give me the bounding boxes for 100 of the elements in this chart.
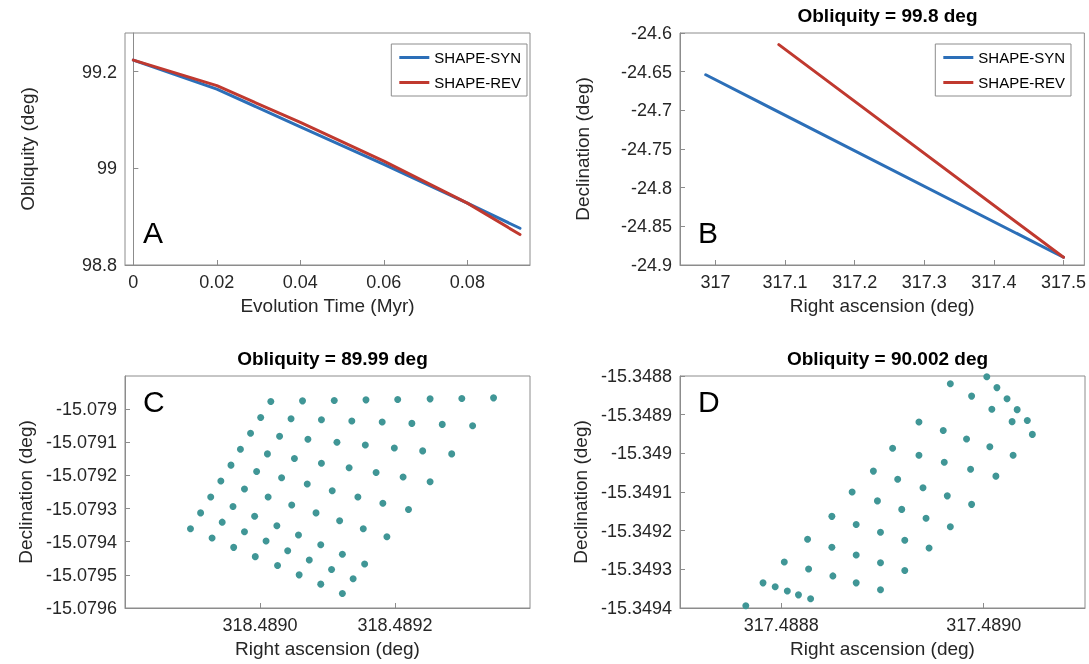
point <box>852 520 860 528</box>
x-tick-label: 0.08 <box>449 272 485 292</box>
x-tick-label: 0 <box>128 272 139 292</box>
point <box>889 444 897 452</box>
x-tick-label: 317 <box>700 272 731 292</box>
legend-label: SHAPE-REV <box>434 74 522 91</box>
point <box>963 435 971 443</box>
point <box>876 528 884 536</box>
point <box>869 467 877 475</box>
x-tick-label: 317.2 <box>832 272 878 292</box>
point <box>988 405 996 413</box>
point <box>919 484 927 492</box>
y-tick-label: -24.9 <box>630 255 672 275</box>
y-tick-label: -15.3493 <box>600 559 672 580</box>
point <box>829 572 837 580</box>
point <box>898 505 906 513</box>
y-tick-label: -15.0794 <box>45 531 117 552</box>
x-axis-title: Right ascension (deg) <box>235 637 420 659</box>
point <box>968 392 976 400</box>
x-tick-label: 318.4892 <box>357 615 433 635</box>
point <box>807 595 815 603</box>
point <box>946 523 954 531</box>
y-tick-label: 99 <box>96 158 117 179</box>
y-tick-label: -15.3488 <box>600 366 672 386</box>
point <box>852 551 860 559</box>
y-tick-label: -15.3489 <box>600 404 672 425</box>
point <box>901 536 909 544</box>
chart-title: Obliquity = 89.99 deg <box>237 348 428 369</box>
y-tick-label: -24.7 <box>630 100 672 121</box>
point <box>876 559 884 567</box>
point <box>986 443 994 451</box>
annotation: B <box>698 215 719 249</box>
y-axis-title: Declination (deg) <box>15 420 37 564</box>
y-tick-label: -15.0795 <box>45 564 117 585</box>
point <box>894 475 902 483</box>
y-tick-label: -24.85 <box>620 216 672 237</box>
x-tick-label: 317.4 <box>971 272 1017 292</box>
y-tick-label: -15.0791 <box>45 432 117 453</box>
point <box>873 497 881 505</box>
y-tick-label: -15.079 <box>55 399 117 420</box>
y-tick-label: 99.2 <box>81 61 117 82</box>
point <box>1009 451 1017 459</box>
y-tick-label: -15.3494 <box>600 598 672 618</box>
point <box>922 514 930 522</box>
point <box>993 384 1001 392</box>
annotation: A <box>143 215 164 249</box>
x-tick-label: 317.1 <box>762 272 808 292</box>
y-tick-label: -15.3492 <box>600 520 672 541</box>
point <box>939 427 947 435</box>
y-tick-label: -15.0796 <box>45 598 117 618</box>
annotation: D <box>698 384 720 418</box>
x-tick-label: 0.04 <box>282 272 318 292</box>
x-tick-label: 317.3 <box>901 272 947 292</box>
point <box>943 492 951 500</box>
point <box>968 500 976 508</box>
point <box>1028 430 1036 438</box>
y-tick-label: -15.3491 <box>600 482 672 502</box>
x-tick-label: 317.5 <box>1040 272 1086 292</box>
x-tick-label: 317.4888 <box>743 615 819 635</box>
point <box>742 602 750 610</box>
y-tick-label: -15.0792 <box>45 465 117 486</box>
point <box>940 458 948 466</box>
chart-title: Obliquity = 99.8 deg <box>797 5 978 26</box>
y-tick-label: 98.8 <box>81 255 117 275</box>
point <box>852 579 860 587</box>
point <box>771 583 779 591</box>
point <box>992 472 1000 480</box>
x-axis-title: Right ascension (deg) <box>789 294 975 316</box>
legend-label: SHAPE-SYN <box>434 49 522 66</box>
x-tick-label: 318.4890 <box>222 615 298 635</box>
point <box>780 558 788 566</box>
chart-title: Obliquity = 90.002 deg <box>786 348 989 369</box>
y-tick-label: -24.6 <box>630 23 672 43</box>
x-axis-title: Evolution Time (Myr) <box>240 294 415 316</box>
point <box>946 380 954 388</box>
point <box>804 535 812 543</box>
y-tick-label: -15.0793 <box>45 498 117 519</box>
legend-label: SHAPE-REV <box>978 74 1066 91</box>
point <box>1013 406 1021 414</box>
y-tick-label: -24.8 <box>630 177 672 198</box>
point <box>1008 418 1016 426</box>
point <box>805 565 813 573</box>
point <box>828 543 836 551</box>
x-tick-label: 317.4890 <box>946 615 1022 635</box>
y-axis-title: Obliquity (deg) <box>17 87 38 211</box>
y-tick-label: -24.65 <box>620 61 672 82</box>
y-axis-title: Declination (deg) <box>570 420 592 564</box>
annotation: C <box>143 384 165 418</box>
y-tick-label: -15.349 <box>610 443 672 464</box>
point <box>1023 416 1031 424</box>
point <box>783 587 791 595</box>
point <box>794 591 802 599</box>
point <box>915 451 923 459</box>
y-tick-label: -24.75 <box>620 139 672 159</box>
point <box>983 373 991 381</box>
point <box>967 465 975 473</box>
y-axis-title: Declination (deg) <box>572 77 593 221</box>
point <box>1003 395 1011 403</box>
x-axis-title: Right ascension (deg) <box>790 637 975 659</box>
legend-label: SHAPE-SYN <box>978 49 1066 66</box>
